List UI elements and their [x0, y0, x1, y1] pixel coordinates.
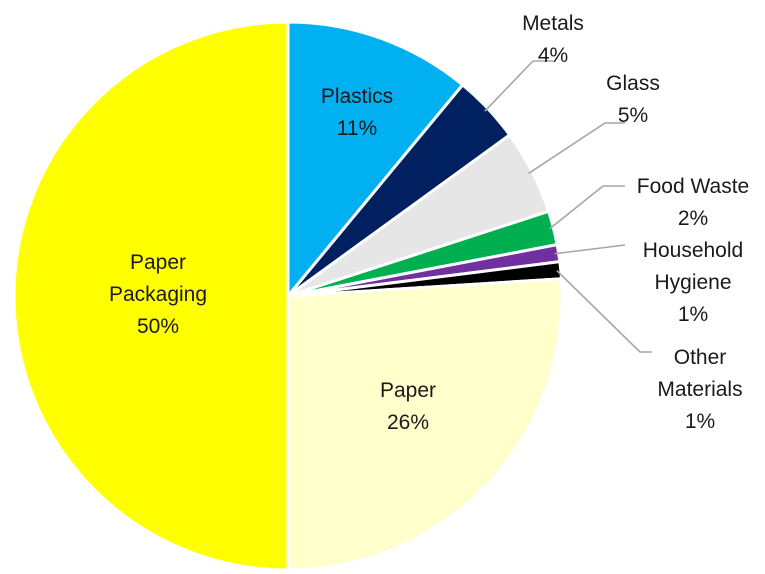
- label-name-paper-packaging: Paper: [130, 251, 186, 274]
- label-name-metals: Metals: [522, 12, 584, 35]
- label-plastics: Plastics 11%: [321, 85, 393, 140]
- leader-line-metals: [484, 60, 553, 112]
- label-value-paper: 26%: [387, 411, 429, 434]
- label-name-household-hygiene: Household: [643, 239, 743, 262]
- label-name-paper-packaging: Packaging: [109, 283, 207, 306]
- label-name-household-hygiene: Hygiene: [654, 271, 731, 294]
- label-glass: Glass 5%: [606, 72, 660, 127]
- label-name-food-waste: Food Waste: [637, 175, 749, 198]
- label-value-metals: 4%: [538, 44, 568, 67]
- label-value-glass: 5%: [618, 104, 648, 127]
- label-value-paper-packaging: 50%: [137, 315, 179, 338]
- slice-labels: Plastics 11% Metals 4% Glass 5% Food Waste 2% Ho…: [109, 12, 749, 434]
- leader-lines: [484, 60, 652, 353]
- slice-paper: [286, 277, 564, 572]
- label-value-food-waste: 2%: [678, 207, 708, 230]
- label-metals: Metals 4%: [522, 12, 584, 67]
- leader-line-household-hygiene: [554, 244, 626, 255]
- label-paper-packaging: Paper Packaging 50%: [109, 251, 207, 338]
- leader-line-food-waste: [549, 185, 625, 230]
- label-household-hygiene: Household Hygiene 1%: [643, 239, 743, 326]
- label-paper: Paper 26%: [380, 379, 436, 434]
- label-food-waste: Food Waste 2%: [637, 175, 749, 230]
- slice-paper-packaging: [12, 20, 290, 572]
- label-name-other-materials: Other: [674, 346, 727, 369]
- label-name-paper: Paper: [380, 379, 436, 402]
- label-name-other-materials: Materials: [657, 378, 742, 401]
- leader-line-glass: [528, 122, 625, 175]
- label-value-other-materials: 1%: [685, 410, 715, 433]
- label-value-plastics: 11%: [337, 117, 377, 140]
- slice-plastics: [286, 20, 465, 301]
- label-name-glass: Glass: [606, 72, 660, 95]
- leader-line-other-materials: [556, 270, 652, 353]
- pie-slices: [12, 20, 564, 572]
- label-other-materials: Other Materials 1%: [657, 346, 742, 433]
- label-name-plastics: Plastics: [321, 85, 393, 108]
- label-value-household-hygiene: 1%: [678, 303, 708, 326]
